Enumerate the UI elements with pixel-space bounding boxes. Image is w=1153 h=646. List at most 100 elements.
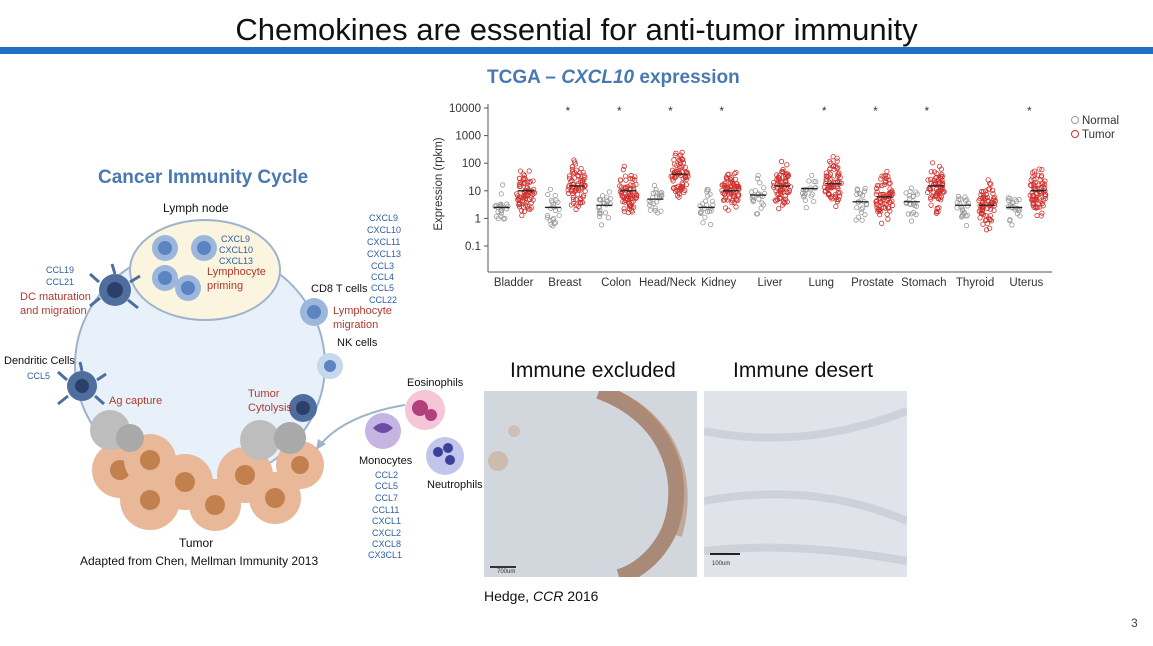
- tumor-cytolysis-1: Tumor: [248, 388, 280, 400]
- data-point: [873, 202, 880, 208]
- histology-citation: Hedge, CCR 2016: [484, 588, 598, 604]
- myeloid-chemokine-4: CCL11: [372, 505, 400, 515]
- x-tick-label: Kidney: [701, 277, 736, 289]
- immune-desert-label: Immune desert: [733, 359, 874, 382]
- data-point: [552, 192, 558, 199]
- data-point: [701, 205, 708, 211]
- data-point: [934, 205, 940, 211]
- data-point: [933, 192, 939, 198]
- data-point: [734, 197, 740, 203]
- data-point: [730, 192, 736, 198]
- data-point: [704, 187, 710, 193]
- myeloid-chemokine-3: CCL7: [375, 493, 399, 503]
- data-point: [575, 173, 581, 179]
- data-point: [530, 178, 536, 184]
- data-point: [702, 214, 708, 220]
- data-point: [604, 194, 610, 200]
- data-point: [928, 202, 934, 208]
- data-point: [545, 212, 551, 219]
- data-point: [936, 163, 943, 169]
- data-point: [597, 208, 603, 214]
- data-point: [787, 184, 794, 190]
- ln-chemokine-3: CXCL13: [219, 256, 254, 266]
- x-tick-label: Thyroid: [956, 277, 994, 289]
- data-point: [504, 201, 510, 207]
- data-point: [1034, 212, 1040, 219]
- data-point: [703, 198, 709, 204]
- data-point: [548, 205, 554, 211]
- data-point: [784, 189, 790, 195]
- dc-chemokine-1: CCL19: [46, 265, 75, 275]
- data-point: [672, 188, 679, 195]
- data-point: [551, 220, 557, 227]
- data-point: [681, 189, 687, 196]
- data-point: [726, 195, 733, 201]
- cd8-label: CD8 T cells: [311, 283, 368, 295]
- data-point: [835, 190, 841, 196]
- data-point: [939, 184, 945, 190]
- data-point: [652, 207, 659, 214]
- lymphocyte-migration-1: Lymphocyte: [333, 305, 392, 317]
- data-point: [500, 216, 506, 222]
- data-point: [676, 163, 683, 170]
- lymphocyte-priming-1: Lymphocyte: [207, 266, 266, 278]
- data-point: [677, 158, 683, 164]
- data-point: [782, 196, 789, 202]
- data-point: [514, 191, 520, 197]
- data-point: [699, 201, 706, 207]
- data-point: [855, 214, 861, 220]
- data-point: [673, 168, 679, 174]
- data-point: [939, 171, 945, 178]
- monocyte-icon: [365, 413, 401, 449]
- data-point: [633, 193, 639, 199]
- data-point: [1028, 177, 1034, 183]
- data-point: [752, 188, 758, 194]
- data-point: [493, 213, 500, 220]
- data-point: [887, 180, 893, 186]
- data-point: [803, 205, 809, 211]
- data-point: [978, 210, 984, 216]
- data-point: [545, 191, 551, 198]
- data-point: [722, 191, 728, 197]
- myeloid-chemokine-2: CCL5: [375, 481, 399, 491]
- data-point: [549, 197, 555, 203]
- data-point: [883, 178, 889, 185]
- data-point: [528, 205, 534, 211]
- x-tick-label: Liver: [758, 277, 783, 289]
- data-point: [672, 152, 678, 158]
- data-point: [934, 170, 940, 177]
- data-point: [555, 199, 561, 205]
- data-point: [679, 149, 685, 155]
- data-point: [777, 195, 783, 201]
- legend-marker: [1071, 116, 1079, 124]
- data-point: [1039, 210, 1045, 216]
- data-point: [1036, 166, 1042, 172]
- data-point: [708, 208, 714, 214]
- data-point: [607, 201, 613, 207]
- data-point: [671, 161, 678, 167]
- data-point: [545, 215, 551, 221]
- data-point: [1036, 188, 1042, 195]
- migration-chemokine-4: CXCL13: [367, 249, 402, 259]
- data-point: [986, 186, 992, 192]
- cycle-diagram: [57, 219, 464, 531]
- data-point: [751, 193, 757, 200]
- significance-star: *: [668, 106, 673, 118]
- data-point: [622, 184, 629, 190]
- data-point: [858, 206, 864, 212]
- data-point: [756, 196, 762, 202]
- data-point: [521, 189, 527, 195]
- chart-title: TCGA – CXCL10 expression: [487, 67, 740, 89]
- eosinophils-label: Eosinophils: [407, 377, 464, 389]
- data-point: [761, 185, 767, 191]
- data-point: [786, 187, 793, 194]
- significance-star: *: [719, 106, 724, 118]
- data-point: [835, 171, 841, 177]
- data-point: [854, 186, 860, 192]
- data-point: [682, 164, 688, 171]
- data-point: [938, 197, 944, 203]
- data-point: [957, 201, 963, 207]
- data-point: [854, 191, 860, 197]
- data-point: [884, 211, 890, 217]
- data-point: [629, 199, 635, 205]
